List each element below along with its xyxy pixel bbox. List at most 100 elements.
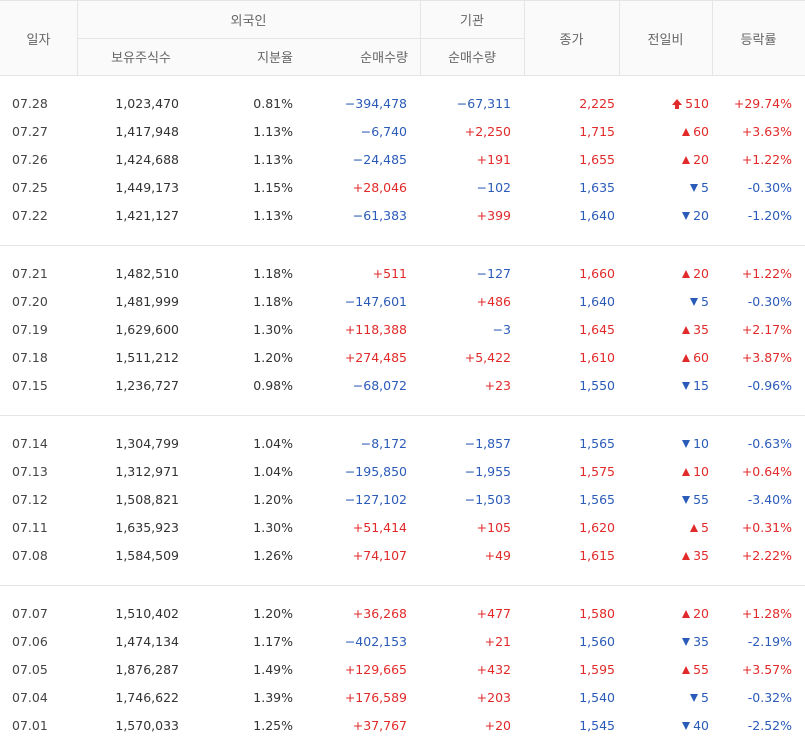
up-triangle-icon	[682, 156, 691, 164]
cell-date: 07.07	[12, 606, 48, 621]
cell-foreign-hold: 1,746,622	[115, 690, 179, 705]
cell-close: 1,545	[579, 718, 615, 733]
cell-foreign-hold: 1,417,948	[115, 124, 179, 139]
cell-diff-value: 40	[693, 718, 709, 733]
cell-rate: +1.22%	[741, 152, 792, 167]
cell-rate: +0.31%	[741, 520, 792, 535]
cell-close: 1,655	[579, 152, 615, 167]
cell-diff: 55	[682, 656, 709, 684]
cell-foreign-net: −24,485	[352, 152, 407, 167]
cell-institution-net: −67,311	[456, 96, 511, 111]
cell-foreign-net: +51,414	[352, 520, 407, 535]
cell-diff-value: 5	[701, 520, 709, 535]
header-rate: 등락률	[740, 32, 777, 48]
table-row: 07.13 1,312,971 1.04% −195,850 −1,955 1,575 10…	[0, 458, 805, 486]
cell-institution-net: +203	[476, 690, 511, 705]
cell-institution-net: +23	[484, 378, 511, 393]
cell-foreign-hold: 1,584,509	[115, 548, 179, 563]
cell-institution-net: +486	[476, 294, 511, 309]
table-row: 07.18 1,511,212 1.20% +274,485 +5,422 1,610 60…	[0, 344, 805, 372]
cell-foreign-hold: 1,510,402	[115, 606, 179, 621]
header-date: 일자	[26, 32, 51, 48]
cell-foreign-ratio: 1.04%	[253, 436, 293, 451]
cell-diff: 5	[690, 514, 709, 542]
cell-diff-value: 20	[693, 152, 709, 167]
cell-foreign-hold: 1,876,287	[115, 662, 179, 677]
cell-rate: +1.28%	[741, 606, 792, 621]
cell-foreign-ratio: 1.13%	[253, 208, 293, 223]
cell-rate: -2.19%	[747, 634, 792, 649]
cell-rate: +3.87%	[741, 350, 792, 365]
table-row: 07.19 1,629,600 1.30% +118,388 −3 1,645 35 +2.1…	[0, 316, 805, 344]
cell-foreign-net: −61,383	[352, 208, 407, 223]
cell-diff: 510	[672, 90, 709, 118]
cell-close: 1,565	[579, 436, 615, 451]
cell-rate: +3.57%	[741, 662, 792, 677]
cell-close: 1,615	[579, 548, 615, 563]
cell-foreign-hold: 1,570,033	[115, 718, 179, 733]
cell-rate: -0.32%	[747, 690, 792, 705]
cell-foreign-net: −147,601	[344, 294, 407, 309]
cell-rate: -0.30%	[747, 180, 792, 195]
cell-foreign-net: −195,850	[344, 464, 407, 479]
cell-foreign-net: +176,589	[344, 690, 407, 705]
header-institution-net: 순매수량	[448, 51, 496, 66]
cell-date: 07.12	[12, 492, 48, 507]
cell-close: 1,640	[579, 294, 615, 309]
cell-diff: 35	[682, 542, 709, 570]
cell-date: 07.28	[12, 96, 48, 111]
header-subdivider	[77, 38, 524, 39]
table-row: 07.06 1,474,134 1.17% −402,153 +21 1,560 35 -2.…	[0, 628, 805, 656]
cell-foreign-ratio: 0.98%	[253, 378, 293, 393]
cell-close: 1,575	[579, 464, 615, 479]
cell-rate: +1.22%	[741, 266, 792, 281]
cell-foreign-net: +37,767	[352, 718, 407, 733]
up-triangle-icon	[682, 666, 691, 674]
row-group: 07.07 1,510,402 1.20% +36,268 +477 1,580 20 +1.…	[0, 586, 805, 755]
table-row: 07.28 1,023,470 0.81% −394,478 −67,311 2,225 5…	[0, 90, 805, 118]
down-triangle-icon	[682, 722, 691, 730]
cell-diff: 35	[682, 316, 709, 344]
cell-diff-value: 20	[693, 266, 709, 281]
cell-diff-value: 35	[693, 322, 709, 337]
cell-foreign-net: +74,107	[352, 548, 407, 563]
cell-foreign-hold: 1,474,134	[115, 634, 179, 649]
cell-foreign-net: −68,072	[352, 378, 407, 393]
down-triangle-icon	[682, 440, 691, 448]
cell-foreign-ratio: 1.13%	[253, 124, 293, 139]
cell-date: 07.19	[12, 322, 48, 337]
cell-institution-net: +191	[476, 152, 511, 167]
cell-close: 1,595	[579, 662, 615, 677]
cell-diff-value: 20	[693, 606, 709, 621]
cell-foreign-net: +28,046	[352, 180, 407, 195]
cell-date: 07.06	[12, 634, 48, 649]
cell-date: 07.21	[12, 266, 48, 281]
cell-date: 07.05	[12, 662, 48, 677]
table-row: 07.14 1,304,799 1.04% −8,172 −1,857 1,565 10 -0…	[0, 430, 805, 458]
down-triangle-icon	[682, 496, 691, 504]
cell-institution-net: +432	[476, 662, 511, 677]
cell-close: 1,715	[579, 124, 615, 139]
cell-foreign-net: −8,172	[360, 436, 407, 451]
cell-diff: 15	[682, 372, 709, 400]
cell-foreign-net: +274,485	[344, 350, 407, 365]
upper-limit-arrow-icon	[672, 99, 683, 109]
cell-diff: 5	[690, 174, 709, 202]
cell-foreign-ratio: 1.13%	[253, 152, 293, 167]
cell-diff-value: 35	[693, 548, 709, 563]
cell-close: 1,580	[579, 606, 615, 621]
table-row: 07.04 1,746,622 1.39% +176,589 +203 1,540 5 -0.…	[0, 684, 805, 712]
cell-foreign-net: −402,153	[344, 634, 407, 649]
cell-foreign-ratio: 1.15%	[253, 180, 293, 195]
cell-institution-net: −127	[476, 266, 511, 281]
cell-rate: -0.30%	[747, 294, 792, 309]
table-row: 07.07 1,510,402 1.20% +36,268 +477 1,580 20 +1.…	[0, 600, 805, 628]
cell-institution-net: +399	[476, 208, 511, 223]
header-foreign: 외국인	[230, 14, 267, 29]
cell-foreign-hold: 1,236,727	[115, 378, 179, 393]
cell-date: 07.01	[12, 718, 48, 733]
cell-date: 07.13	[12, 464, 48, 479]
cell-foreign-net: −127,102	[344, 492, 407, 507]
cell-institution-net: +477	[476, 606, 511, 621]
cell-institution-net: −1,857	[464, 436, 511, 451]
